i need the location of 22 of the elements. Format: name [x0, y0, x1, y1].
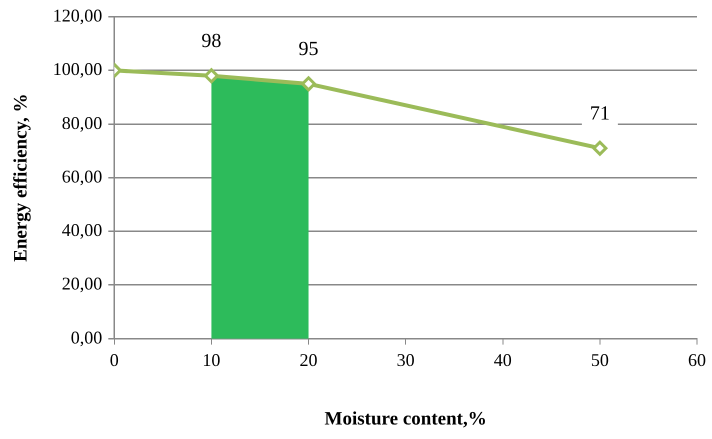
y-tick-label: 100,00 [52, 59, 102, 80]
point [204, 68, 219, 84]
point [301, 76, 316, 92]
x-tick-label: 50 [590, 350, 609, 370]
y-tick-label: 80,00 [62, 112, 102, 133]
y-tick-label: 20,00 [62, 274, 102, 294]
x-tick-label: 60 [688, 350, 706, 370]
data-label: 71 [590, 102, 610, 124]
data-label: 98 [201, 30, 222, 52]
y-tick-label: 40,00 [62, 220, 102, 240]
x-tick-label: 0 [110, 350, 119, 370]
y-tick-label: 60,00 [62, 166, 102, 186]
x-axis-title: Moisture content,% [324, 408, 487, 430]
y-tick-label: 120,00 [52, 6, 102, 26]
x-tick-label: 40 [494, 350, 512, 370]
y-tick-label: 0,00 [70, 327, 102, 348]
y-axis-title: Energy efficiency, % [10, 94, 32, 262]
point [592, 140, 608, 156]
x-tick-label: 10 [202, 350, 220, 370]
data-label: 95 [298, 38, 319, 60]
x-tick-label: 30 [396, 350, 415, 370]
x-tick-label: 20 [300, 350, 318, 370]
